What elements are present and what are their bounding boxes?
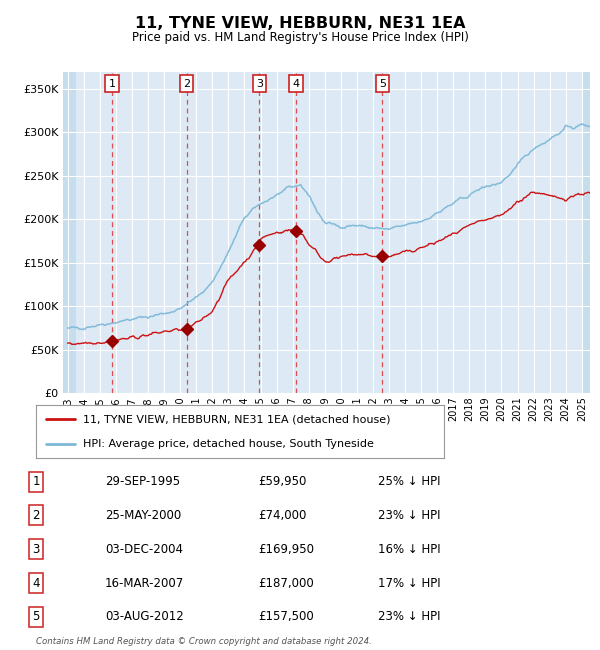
Text: 25-MAY-2000: 25-MAY-2000 bbox=[105, 509, 181, 522]
Text: Contains HM Land Registry data © Crown copyright and database right 2024.: Contains HM Land Registry data © Crown c… bbox=[36, 637, 372, 646]
Text: 11, TYNE VIEW, HEBBURN, NE31 1EA (detached house): 11, TYNE VIEW, HEBBURN, NE31 1EA (detach… bbox=[83, 414, 391, 424]
Text: 03-DEC-2004: 03-DEC-2004 bbox=[105, 543, 183, 556]
Text: 17% ↓ HPI: 17% ↓ HPI bbox=[378, 577, 440, 590]
Text: 25% ↓ HPI: 25% ↓ HPI bbox=[378, 475, 440, 488]
Text: 3: 3 bbox=[32, 543, 40, 556]
Text: £169,950: £169,950 bbox=[258, 543, 314, 556]
Text: £59,950: £59,950 bbox=[258, 475, 307, 488]
Text: 4: 4 bbox=[32, 577, 40, 590]
Text: 1: 1 bbox=[32, 475, 40, 488]
Text: 03-AUG-2012: 03-AUG-2012 bbox=[105, 610, 184, 623]
Text: 3: 3 bbox=[256, 79, 263, 88]
Text: 11, TYNE VIEW, HEBBURN, NE31 1EA: 11, TYNE VIEW, HEBBURN, NE31 1EA bbox=[135, 16, 465, 31]
Text: 23% ↓ HPI: 23% ↓ HPI bbox=[378, 509, 440, 522]
Text: £74,000: £74,000 bbox=[258, 509, 307, 522]
Text: 16-MAR-2007: 16-MAR-2007 bbox=[105, 577, 184, 590]
Text: 2: 2 bbox=[183, 79, 190, 88]
Text: £157,500: £157,500 bbox=[258, 610, 314, 623]
Bar bbox=[63, 72, 76, 393]
Text: 1: 1 bbox=[109, 79, 115, 88]
Bar bbox=[583, 72, 590, 393]
Text: 16% ↓ HPI: 16% ↓ HPI bbox=[378, 543, 440, 556]
Text: HPI: Average price, detached house, South Tyneside: HPI: Average price, detached house, Sout… bbox=[83, 439, 374, 449]
Text: 23% ↓ HPI: 23% ↓ HPI bbox=[378, 610, 440, 623]
Text: 5: 5 bbox=[379, 79, 386, 88]
Text: 5: 5 bbox=[32, 610, 40, 623]
Text: 2: 2 bbox=[32, 509, 40, 522]
Text: 4: 4 bbox=[292, 79, 299, 88]
Text: Price paid vs. HM Land Registry's House Price Index (HPI): Price paid vs. HM Land Registry's House … bbox=[131, 31, 469, 44]
Text: 29-SEP-1995: 29-SEP-1995 bbox=[105, 475, 180, 488]
Text: £187,000: £187,000 bbox=[258, 577, 314, 590]
